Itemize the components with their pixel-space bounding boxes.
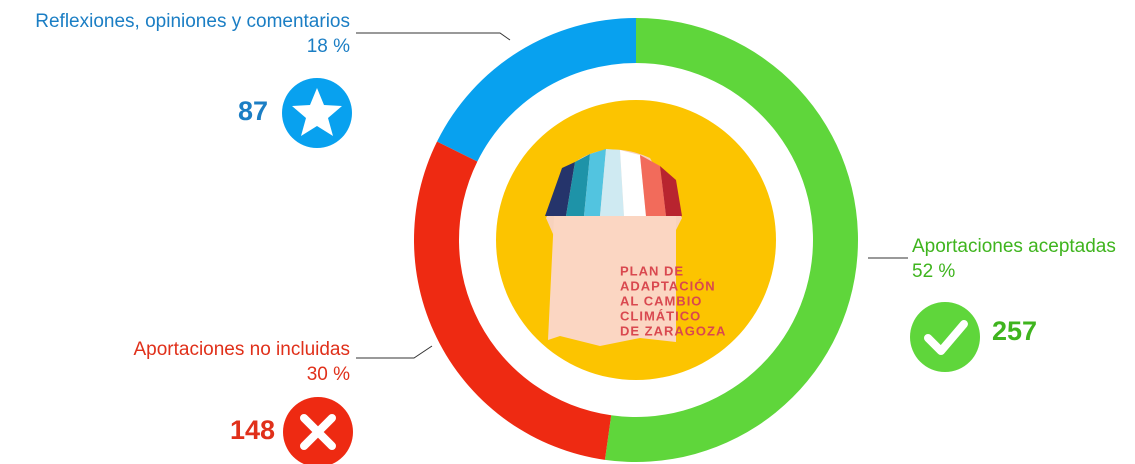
percent-label: 30 %	[307, 364, 350, 385]
count-label: 148	[230, 415, 275, 445]
logo-line: CLIMÁTICO	[620, 308, 701, 323]
donut-slice	[437, 17, 636, 162]
category-label: Aportaciones aceptadas	[912, 236, 1116, 257]
logo-line: AL CAMBIO	[620, 293, 702, 308]
percent-label: 52 %	[912, 261, 955, 282]
count-label: 87	[238, 96, 268, 126]
icons	[282, 78, 980, 464]
category-label: Reflexiones, opiniones y comentarios	[35, 11, 350, 32]
logo-line: ADAPTACIÓN	[620, 278, 716, 293]
logo-umbrella	[545, 149, 682, 346]
check-icon	[910, 302, 980, 372]
percent-label: 18 %	[307, 36, 350, 57]
logo-line: PLAN DE	[620, 263, 684, 278]
category-label: Aportaciones no incluidas	[133, 339, 350, 360]
leader-lines	[356, 32, 908, 359]
count-label: 257	[992, 316, 1037, 346]
donut-slice	[413, 141, 612, 460]
logo-line: DE ZARAGOZA	[620, 323, 726, 338]
donut-slice	[604, 18, 858, 462]
donut	[413, 17, 858, 462]
